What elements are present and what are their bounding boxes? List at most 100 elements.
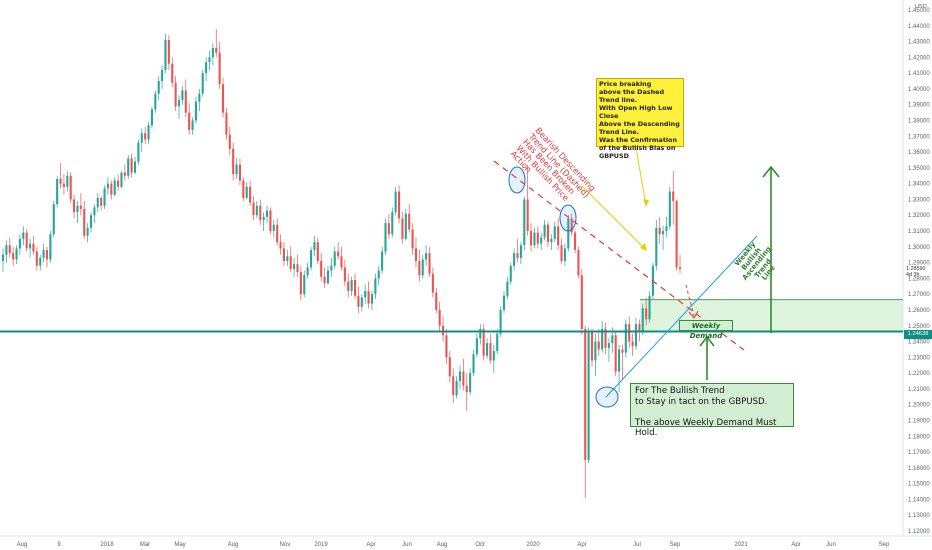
x-tick-label: 2019 bbox=[314, 542, 328, 548]
confirmation-note: Price breaking above the Dashed Trend li… bbox=[596, 78, 684, 160]
candle-body bbox=[333, 251, 336, 266]
candle-body bbox=[22, 232, 25, 239]
candle-body bbox=[634, 324, 638, 347]
candle-body bbox=[73, 199, 76, 213]
candle-body bbox=[188, 112, 191, 130]
candle-body bbox=[343, 267, 346, 282]
candle-body bbox=[367, 291, 370, 304]
candle-body bbox=[201, 73, 204, 94]
candle-body bbox=[414, 248, 418, 262]
candle-body bbox=[96, 197, 99, 208]
candle-body bbox=[269, 210, 272, 232]
candle-body bbox=[665, 226, 668, 232]
candle-body bbox=[482, 328, 485, 356]
candle-body bbox=[259, 205, 262, 220]
candle-body bbox=[177, 99, 181, 107]
candle-body bbox=[357, 295, 360, 307]
candle-body bbox=[59, 178, 62, 184]
candle-body bbox=[475, 338, 478, 355]
candle-body bbox=[272, 224, 275, 232]
y-tick-label: 1.21000 bbox=[908, 387, 930, 393]
candle-body bbox=[499, 309, 502, 334]
current-price-value: 1.28590 bbox=[906, 266, 926, 272]
candle-body bbox=[597, 341, 600, 350]
bullish-trendline bbox=[605, 235, 758, 398]
candle-body bbox=[350, 279, 353, 292]
candle-body bbox=[502, 295, 506, 310]
candle-body bbox=[469, 373, 472, 393]
candle-body bbox=[161, 69, 164, 82]
candle-body bbox=[567, 218, 570, 249]
candle-body bbox=[506, 281, 509, 296]
candle-body bbox=[570, 218, 573, 233]
y-tick-label: 1.26000 bbox=[908, 308, 930, 314]
candle-body bbox=[374, 278, 377, 295]
candle-body bbox=[530, 231, 533, 246]
candle-body bbox=[384, 223, 387, 252]
candle-body bbox=[320, 261, 323, 277]
candle-body bbox=[435, 292, 438, 310]
candle-body bbox=[86, 227, 89, 236]
candle-body bbox=[628, 324, 631, 342]
candle-body bbox=[614, 335, 617, 372]
y-tick-label: 1.19000 bbox=[908, 418, 930, 424]
candle-body bbox=[516, 253, 519, 258]
confirmation-arrow bbox=[635, 147, 647, 206]
candle-body bbox=[370, 294, 374, 304]
candle-body bbox=[418, 261, 421, 276]
candle-body bbox=[215, 47, 218, 53]
x-tick-label: Apr bbox=[577, 542, 586, 548]
candle-body bbox=[604, 328, 607, 348]
y-tick-label: 1.37000 bbox=[908, 134, 930, 140]
y-tick-label: 1.40000 bbox=[908, 87, 930, 93]
candle-body bbox=[5, 245, 8, 255]
candle-body bbox=[330, 265, 333, 271]
candle-body bbox=[577, 249, 580, 276]
candle-body bbox=[340, 256, 343, 268]
candle-body bbox=[147, 125, 150, 140]
candle-body bbox=[638, 324, 641, 333]
candle-body bbox=[404, 213, 407, 239]
candle-body bbox=[242, 180, 245, 198]
candle-body bbox=[546, 224, 550, 243]
candle-body bbox=[337, 251, 340, 257]
highlight-circle bbox=[508, 166, 526, 194]
candle-body bbox=[52, 204, 55, 235]
y-tick-label: 1.20000 bbox=[908, 403, 930, 409]
candle-body bbox=[164, 39, 167, 70]
candle-body bbox=[550, 238, 553, 243]
y-tick-label: 1.15000 bbox=[908, 482, 930, 488]
candle-body bbox=[601, 328, 604, 350]
candle-body bbox=[89, 215, 93, 228]
weekly-demand-label: Weekly Demand bbox=[679, 320, 733, 340]
candle-body bbox=[360, 297, 363, 307]
candle-body bbox=[79, 205, 82, 209]
y-tick-label: 1.12000 bbox=[908, 529, 930, 535]
candle-body bbox=[648, 295, 651, 320]
candle-body bbox=[364, 291, 367, 298]
x-tick-label: Aug bbox=[17, 542, 28, 548]
candle-body bbox=[262, 216, 265, 220]
candle-body bbox=[12, 253, 15, 260]
y-tick-label: 1.32000 bbox=[908, 213, 930, 219]
candle-body bbox=[39, 257, 42, 266]
y-tick-label: 1.35000 bbox=[908, 166, 930, 172]
candle-body bbox=[69, 175, 72, 200]
y-tick-label: 1.44000 bbox=[908, 24, 930, 30]
candle-body bbox=[113, 180, 116, 195]
candle-body bbox=[580, 275, 583, 329]
candle-body bbox=[83, 208, 86, 236]
candle-body bbox=[303, 275, 306, 295]
candle-body bbox=[394, 191, 397, 213]
candle-body bbox=[194, 101, 197, 121]
candle-body bbox=[106, 183, 109, 189]
candle-body bbox=[154, 93, 157, 110]
y-tick-label: 1.22000 bbox=[908, 371, 930, 377]
candle-body bbox=[584, 328, 587, 460]
candle-body bbox=[462, 371, 465, 386]
candle-body bbox=[496, 333, 499, 352]
candle-body bbox=[279, 242, 282, 249]
y-tick-label: 1.17000 bbox=[908, 450, 930, 456]
candle-body bbox=[306, 267, 309, 276]
